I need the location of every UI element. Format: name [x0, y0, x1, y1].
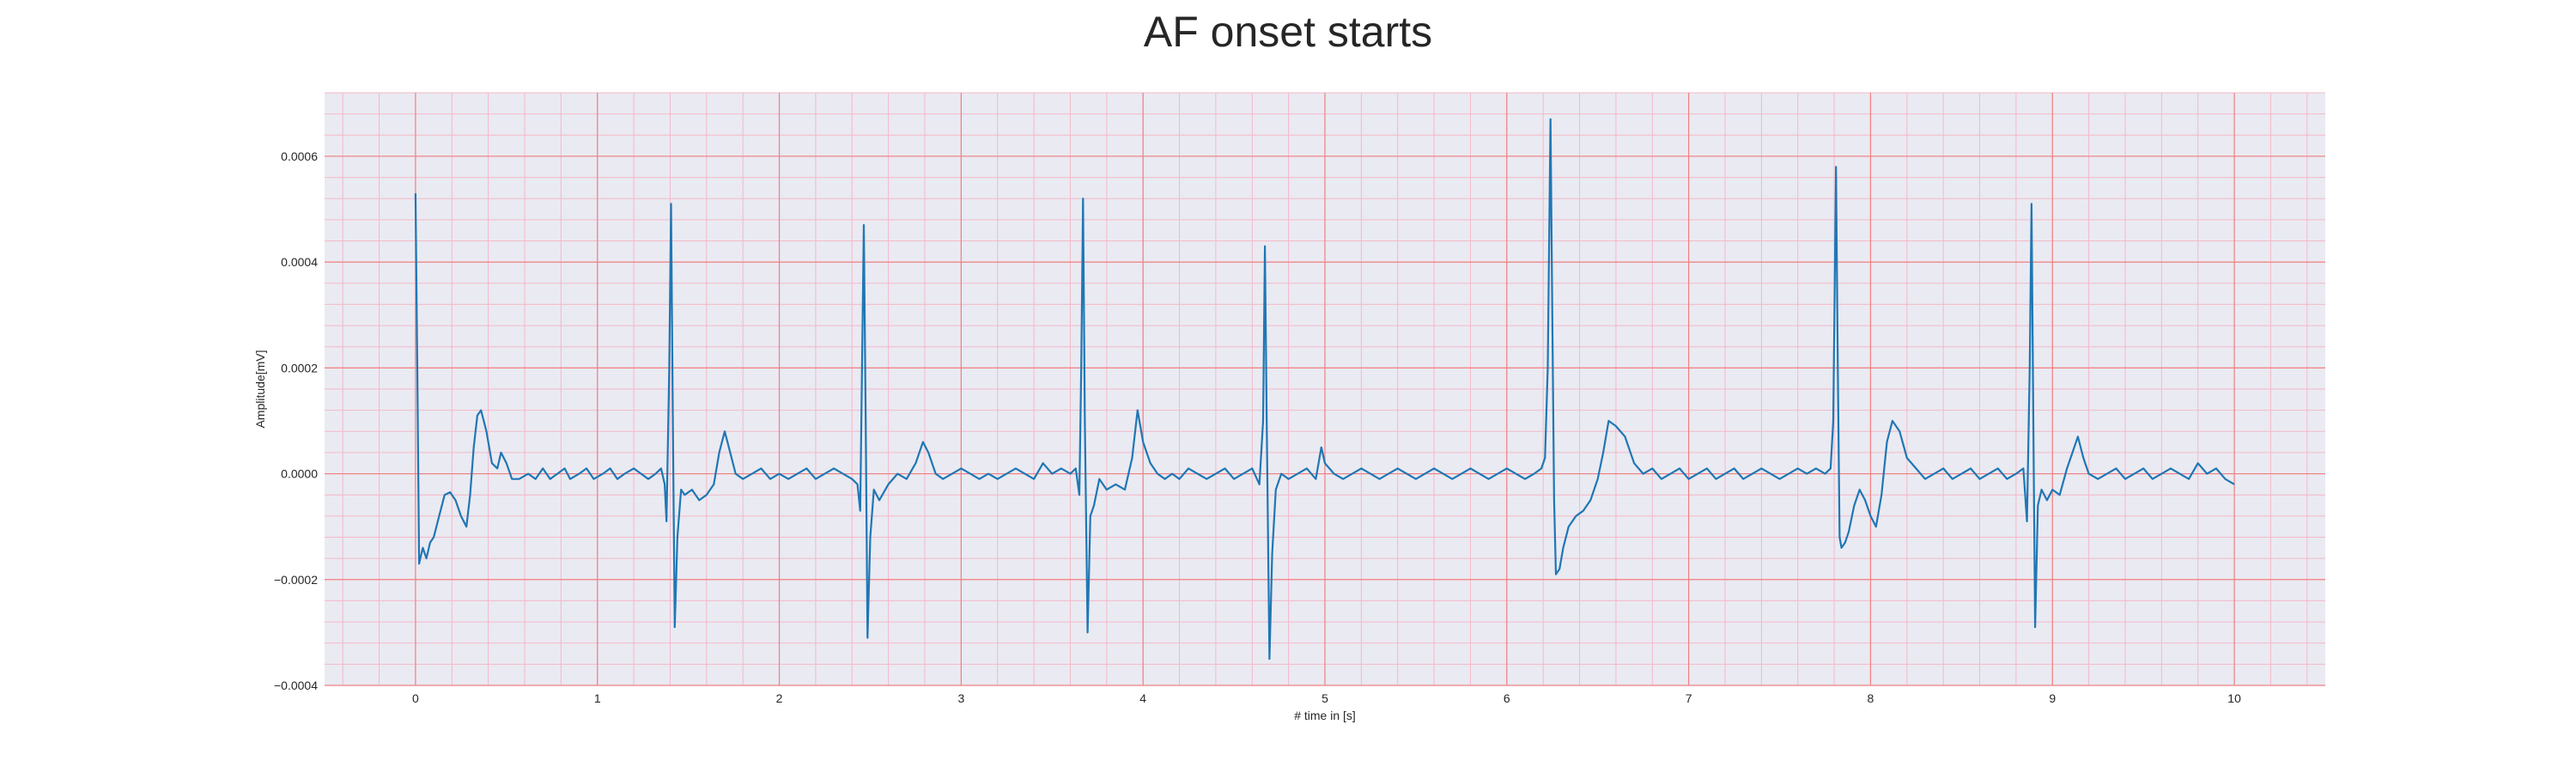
x-tick-label: 4: [1139, 691, 1146, 705]
x-tick-label: 8: [1868, 691, 1874, 705]
ecg-signal-line: [414, 118, 2235, 660]
x-tick-label: 2: [776, 691, 783, 705]
y-tick-label: −0.0002: [274, 573, 318, 587]
x-tick-label: 9: [2049, 691, 2056, 705]
x-tick-label: 3: [957, 691, 964, 705]
x-tick-label: 1: [594, 691, 601, 705]
y-tick-label: 0.0006: [281, 149, 318, 163]
y-axis-label: Amplitude[mV]: [253, 350, 267, 428]
y-tick-label: −0.0004: [274, 679, 318, 692]
major-grid: [325, 93, 2325, 686]
y-tick-label: 0.0000: [281, 467, 318, 481]
chart-title: AF onset starts: [1144, 8, 1432, 56]
x-tick-label: 7: [1686, 691, 1692, 705]
y-tick-label: 0.0004: [281, 255, 318, 269]
x-axis-label: # time in [s]: [1294, 709, 1356, 722]
y-axis-ticks: −0.0004 −0.0002 0.0000 0.0002 0.0004 0.0006: [274, 149, 318, 692]
x-tick-label: 5: [1321, 691, 1328, 705]
x-tick-label: 0: [412, 691, 419, 705]
x-axis-ticks: 0 1 2 3 4 5 6 7 8 9 10: [412, 691, 2241, 705]
x-tick-label: 6: [1504, 691, 1510, 705]
x-tick-label: 10: [2227, 691, 2241, 705]
y-tick-label: 0.0002: [281, 361, 318, 374]
